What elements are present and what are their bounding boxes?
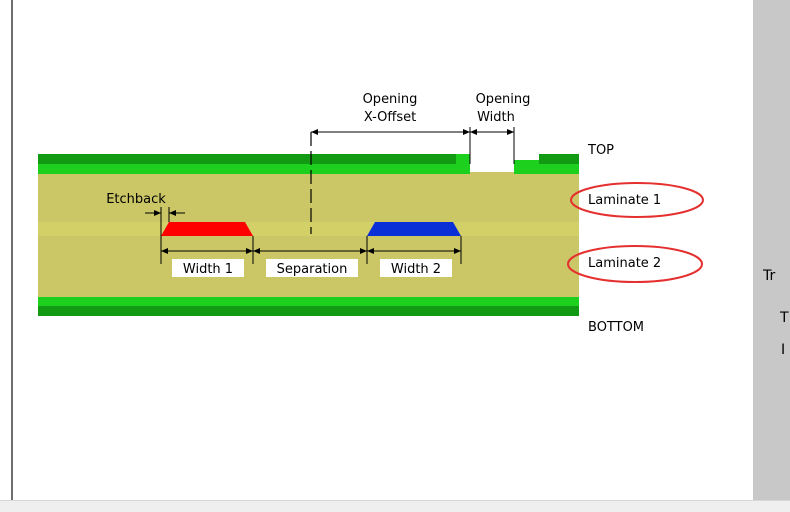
right-panel-fragment-3: I bbox=[781, 342, 786, 358]
top-opening-step-right bbox=[514, 160, 539, 164]
width1-arrow-left bbox=[161, 248, 168, 254]
opening-laminate-edge bbox=[470, 172, 514, 174]
layer-top-label: TOP bbox=[587, 143, 614, 158]
trace-1 bbox=[161, 222, 253, 236]
right-panel-fragment-2: T bbox=[780, 310, 789, 326]
core-strip bbox=[38, 222, 579, 236]
bottom-plane-dark bbox=[38, 306, 579, 316]
separation-arrow-left bbox=[253, 248, 260, 254]
width2-label: Width 2 bbox=[391, 262, 441, 277]
width1-label-bg bbox=[172, 259, 244, 277]
top-plane-dark-left bbox=[38, 154, 456, 164]
separation-arrow-right bbox=[360, 248, 367, 254]
opening-width-arrow-left bbox=[470, 129, 477, 135]
width2-label-bg bbox=[380, 259, 452, 277]
top-plane-light-right bbox=[514, 164, 579, 174]
etchback-arrow-right bbox=[169, 210, 176, 216]
stripline-stackup-diagram: Opening X-Offset Opening Width Etchback … bbox=[38, 92, 704, 335]
etchback-label: Etchback bbox=[106, 192, 166, 207]
right-side-panel: Tr T I bbox=[753, 0, 790, 500]
xoffset-arrow-right bbox=[463, 129, 470, 135]
opening-xoffset-label-line2: X-Offset bbox=[364, 110, 416, 125]
bottom-scroll-area bbox=[0, 500, 790, 512]
width1-label: Width 1 bbox=[183, 262, 233, 277]
right-panel-fragment-1: Tr bbox=[763, 268, 776, 284]
layer-bottom-label: BOTTOM bbox=[588, 320, 644, 335]
top-opening-step-left bbox=[456, 154, 470, 164]
width1-arrow-right bbox=[246, 248, 253, 254]
stackup-diagram-panel: Opening X-Offset Opening Width Etchback … bbox=[13, 0, 753, 500]
xoffset-arrow-left bbox=[311, 129, 318, 135]
trace-2 bbox=[367, 222, 461, 236]
width2-arrow-right bbox=[454, 248, 461, 254]
layer-laminate1-label: Laminate 1 bbox=[588, 193, 661, 208]
top-plane-opening bbox=[470, 164, 514, 174]
separation-label: Separation bbox=[277, 262, 348, 277]
laminate1-highlight-ellipse bbox=[570, 182, 704, 218]
laminate2-highlight-ellipse bbox=[567, 245, 703, 283]
width2-arrow-left bbox=[367, 248, 374, 254]
opening-xoffset-label-line1: Opening bbox=[363, 92, 418, 107]
left-window-edge bbox=[0, 0, 13, 500]
layer-laminate2-label: Laminate 2 bbox=[588, 256, 661, 271]
bottom-plane-light bbox=[38, 297, 579, 306]
top-plane-dark-right bbox=[539, 154, 579, 164]
opening-width-label-line1: Opening bbox=[476, 92, 531, 107]
etchback-arrow-left bbox=[154, 210, 161, 216]
opening-width-label-line2: Width bbox=[477, 110, 515, 125]
top-plane-light-left bbox=[38, 164, 470, 174]
separation-label-bg bbox=[266, 259, 358, 277]
opening-width-arrow-right bbox=[507, 129, 514, 135]
